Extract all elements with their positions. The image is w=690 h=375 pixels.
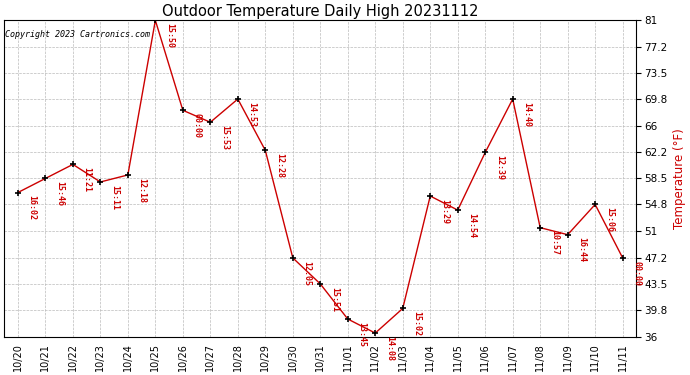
Text: 14:08: 14:08 (385, 336, 394, 361)
Text: 15:46: 15:46 (55, 181, 64, 206)
Text: 15:02: 15:02 (413, 311, 422, 336)
Text: 12:18: 12:18 (137, 178, 146, 203)
Text: 14:53: 14:53 (248, 102, 257, 127)
Text: 15:53: 15:53 (220, 125, 229, 150)
Text: 15:11: 15:11 (110, 185, 119, 210)
Text: 12:05: 12:05 (302, 261, 311, 286)
Text: 11:21: 11:21 (83, 167, 92, 192)
Text: 15:50: 15:50 (165, 23, 174, 48)
Text: Copyright 2023 Cartronics.com: Copyright 2023 Cartronics.com (5, 30, 150, 39)
Text: 16:44: 16:44 (578, 237, 586, 262)
Text: 13:45: 13:45 (357, 322, 366, 347)
Text: 14:40: 14:40 (522, 102, 531, 127)
Text: 14:54: 14:54 (467, 213, 476, 238)
Text: 10:57: 10:57 (550, 230, 559, 255)
Text: 12:39: 12:39 (495, 155, 504, 180)
Text: 15:51: 15:51 (330, 286, 339, 312)
Text: 15:06: 15:06 (605, 207, 614, 232)
Y-axis label: Temperature (°F): Temperature (°F) (673, 128, 686, 229)
Title: Outdoor Temperature Daily High 20231112: Outdoor Temperature Daily High 20231112 (162, 4, 479, 19)
Text: 00:00: 00:00 (632, 261, 642, 286)
Text: 16:02: 16:02 (28, 195, 37, 220)
Text: 12:28: 12:28 (275, 153, 284, 178)
Text: 13:29: 13:29 (440, 199, 449, 224)
Text: 00:00: 00:00 (193, 113, 201, 138)
